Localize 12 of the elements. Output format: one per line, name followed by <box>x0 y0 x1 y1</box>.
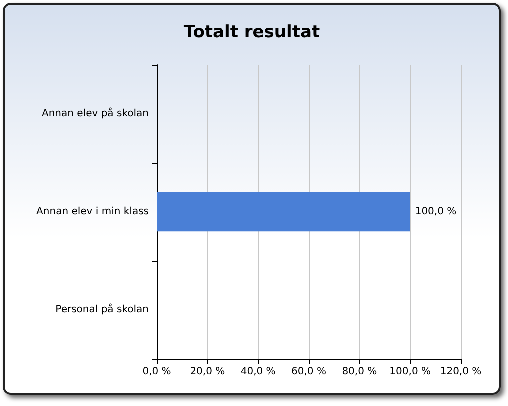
x-tick-label: 40,0 % <box>240 366 276 378</box>
x-tick-label: 20,0 % <box>190 366 226 378</box>
y-tick-label: Annan elev på skolan <box>42 108 149 120</box>
x-tick-label: 60,0 % <box>292 366 326 378</box>
y-tick-label: Personal på skolan <box>56 304 149 316</box>
y-tick-label: Annan elev i min klass <box>36 206 149 218</box>
x-tick-label: 100,0 % <box>390 366 431 378</box>
data-label: 100,0 % <box>415 206 457 218</box>
x-tick-label: 80,0 % <box>342 366 378 378</box>
x-tick-label: 120,0 % <box>440 366 482 378</box>
chart-title: Totalt resultat <box>184 22 320 42</box>
x-tick-label: 0,0 % <box>142 366 172 378</box>
